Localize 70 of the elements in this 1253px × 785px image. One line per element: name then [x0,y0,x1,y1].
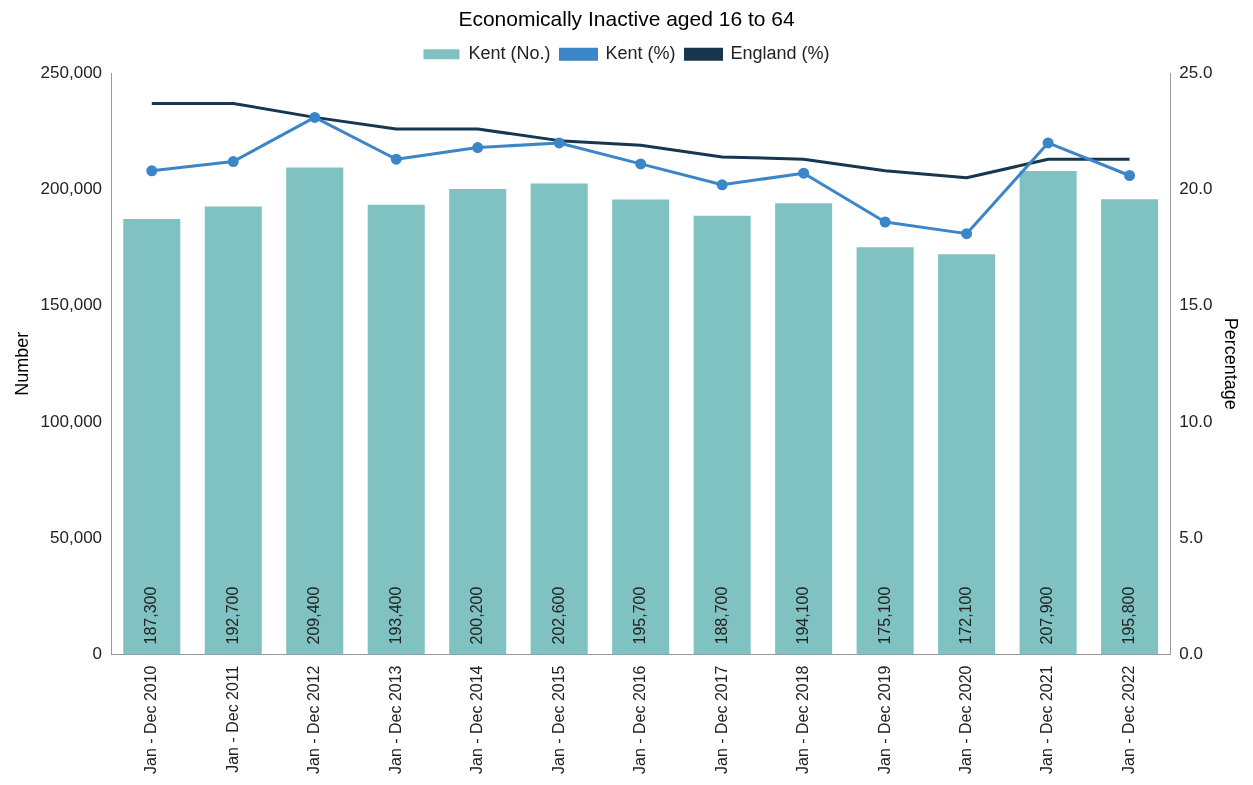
y-tick-label: 200,000 [40,179,103,199]
point [472,142,484,154]
chart-title: Economically Inactive aged 16 to 64 [458,7,795,31]
y-tick-label: 0 [92,644,103,664]
data-label: 172,100 [957,586,975,645]
x-tick-label: Jan - Dec 2018 [794,665,812,775]
x-tick-label: Jan - Dec 2013 [386,665,404,775]
bar [530,183,588,655]
data-label: 188,700 [712,586,730,645]
x-tick-label: Jan - Dec 2012 [305,665,323,775]
bar [1101,199,1159,655]
point [309,111,321,123]
point [146,165,158,177]
y2-tick-label: 25.0 [1179,62,1213,82]
data-label: 202,600 [549,586,567,645]
x-tick-label: Jan - Dec 2016 [631,665,649,775]
point [1124,170,1136,182]
point [879,216,891,228]
bar [286,167,344,655]
point [961,228,973,240]
bar [693,215,751,655]
data-label: 187,300 [142,586,160,645]
bar [938,254,996,655]
y-axis-title: Number [11,331,32,396]
bar [204,206,262,655]
y2-tick-label: 10.0 [1179,411,1213,431]
bar [449,188,507,655]
x-tick-label: Jan - Dec 2022 [1119,665,1137,775]
y2-axis-title: Percentage [1221,317,1242,410]
legend-label: Kent (No.) [468,43,551,64]
y2-tick-label: 5.0 [1179,527,1203,547]
bar [1019,171,1077,655]
point [716,179,728,191]
x-tick-label: Jan - Dec 2010 [142,665,160,775]
y2-tick-label: 0.0 [1179,644,1203,664]
data-label: 195,800 [1119,586,1137,645]
bar [856,247,914,655]
bar [775,203,833,655]
y2-tick-label: 15.0 [1179,295,1213,315]
data-label: 207,900 [1038,586,1056,645]
data-label: 193,400 [386,586,404,645]
point [227,156,239,168]
point [390,153,402,165]
bar [123,218,181,655]
x-tick-label: Jan - Dec 2011 [223,665,241,773]
data-label: 192,700 [223,586,241,645]
data-label: 200,200 [468,586,486,645]
point [798,167,810,179]
x-tick-label: Jan - Dec 2021 [1038,665,1056,775]
y-tick-label: 50,000 [50,527,103,547]
data-label: 175,100 [875,586,893,645]
x-tick-label: Jan - Dec 2014 [468,665,486,775]
data-label: 194,100 [794,586,812,645]
y-tick-label: 150,000 [40,295,103,315]
point [553,137,565,149]
bar [612,199,670,655]
legend-label: Kent (%) [605,43,676,64]
x-tick-label: Jan - Dec 2015 [549,665,567,775]
data-label: 195,700 [631,586,649,645]
x-tick-label: Jan - Dec 2017 [712,665,730,775]
legend-label: England (%) [730,43,830,64]
x-tick-label: Jan - Dec 2019 [875,665,893,775]
point [1042,137,1054,149]
y2-tick-label: 20.0 [1179,179,1213,199]
y-tick-label: 250,000 [40,62,103,82]
data-label: 209,400 [305,586,323,645]
x-tick-label: Jan - Dec 2020 [957,665,975,775]
point [635,158,647,170]
y-tick-label: 100,000 [40,411,103,431]
bar [367,204,425,655]
